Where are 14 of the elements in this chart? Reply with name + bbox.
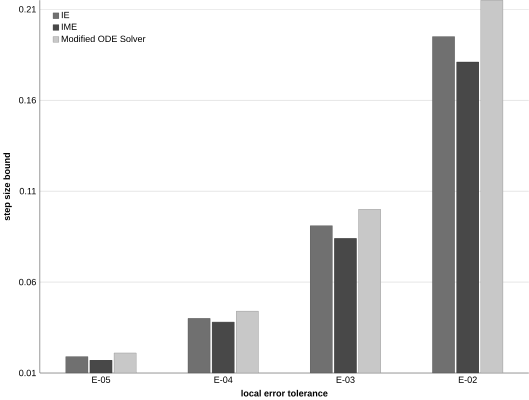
y-tick-label: 0.16 <box>19 97 36 104</box>
legend-label: Modified ODE Solver <box>62 35 146 42</box>
x-axis-title: local error tolerance <box>241 390 328 397</box>
y-axis-title: step size bound <box>3 153 12 221</box>
x-tick-label: E-04 <box>214 376 233 384</box>
legend-label: IME <box>62 24 77 30</box>
legend-label: IE <box>62 12 70 18</box>
y-tick-label: 0.11 <box>20 188 36 194</box>
x-tick-label: E-02 <box>458 376 477 384</box>
x-tick-label: E-03 <box>336 376 355 384</box>
y-tick-label: 0.01 <box>19 370 36 376</box>
x-tick-label: E-05 <box>92 376 110 384</box>
y-tick-label: 0.21 <box>19 6 36 13</box>
y-tick-label: 0.06 <box>19 278 36 286</box>
